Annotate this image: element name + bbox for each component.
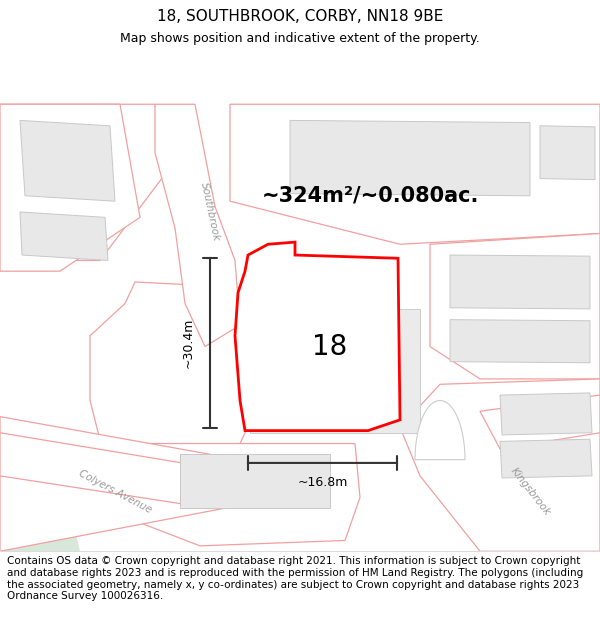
Text: Southbrook: Southbrook <box>199 182 221 243</box>
Polygon shape <box>0 432 210 508</box>
Polygon shape <box>230 104 600 244</box>
Text: Contains OS data © Crown copyright and database right 2021. This information is : Contains OS data © Crown copyright and d… <box>7 556 583 601</box>
Polygon shape <box>480 395 600 449</box>
Polygon shape <box>155 104 240 347</box>
Polygon shape <box>235 242 400 431</box>
Polygon shape <box>415 401 465 460</box>
Text: 18: 18 <box>313 332 347 361</box>
Text: Colyers Avenue: Colyers Avenue <box>77 469 153 516</box>
Polygon shape <box>130 444 360 546</box>
Polygon shape <box>20 121 115 201</box>
Polygon shape <box>180 454 330 508</box>
Text: Map shows position and indicative extent of the property.: Map shows position and indicative extent… <box>120 32 480 46</box>
Polygon shape <box>90 282 255 460</box>
Polygon shape <box>290 121 530 196</box>
Text: 18, SOUTHBROOK, CORBY, NN18 9BE: 18, SOUTHBROOK, CORBY, NN18 9BE <box>157 9 443 24</box>
Polygon shape <box>430 234 600 379</box>
Polygon shape <box>500 439 592 478</box>
Text: ~16.8m: ~16.8m <box>298 476 347 489</box>
Polygon shape <box>0 104 140 271</box>
Polygon shape <box>450 319 590 362</box>
Polygon shape <box>450 255 590 309</box>
Text: ~30.4m: ~30.4m <box>182 318 194 368</box>
Polygon shape <box>540 126 595 179</box>
Polygon shape <box>400 379 600 551</box>
Polygon shape <box>500 393 592 435</box>
Text: ~324m²/~0.080ac.: ~324m²/~0.080ac. <box>262 186 479 206</box>
Polygon shape <box>0 104 165 261</box>
Polygon shape <box>0 417 225 551</box>
Polygon shape <box>20 212 108 261</box>
Polygon shape <box>250 309 420 432</box>
Text: Kingsbrook: Kingsbrook <box>508 466 552 518</box>
Polygon shape <box>0 476 80 551</box>
